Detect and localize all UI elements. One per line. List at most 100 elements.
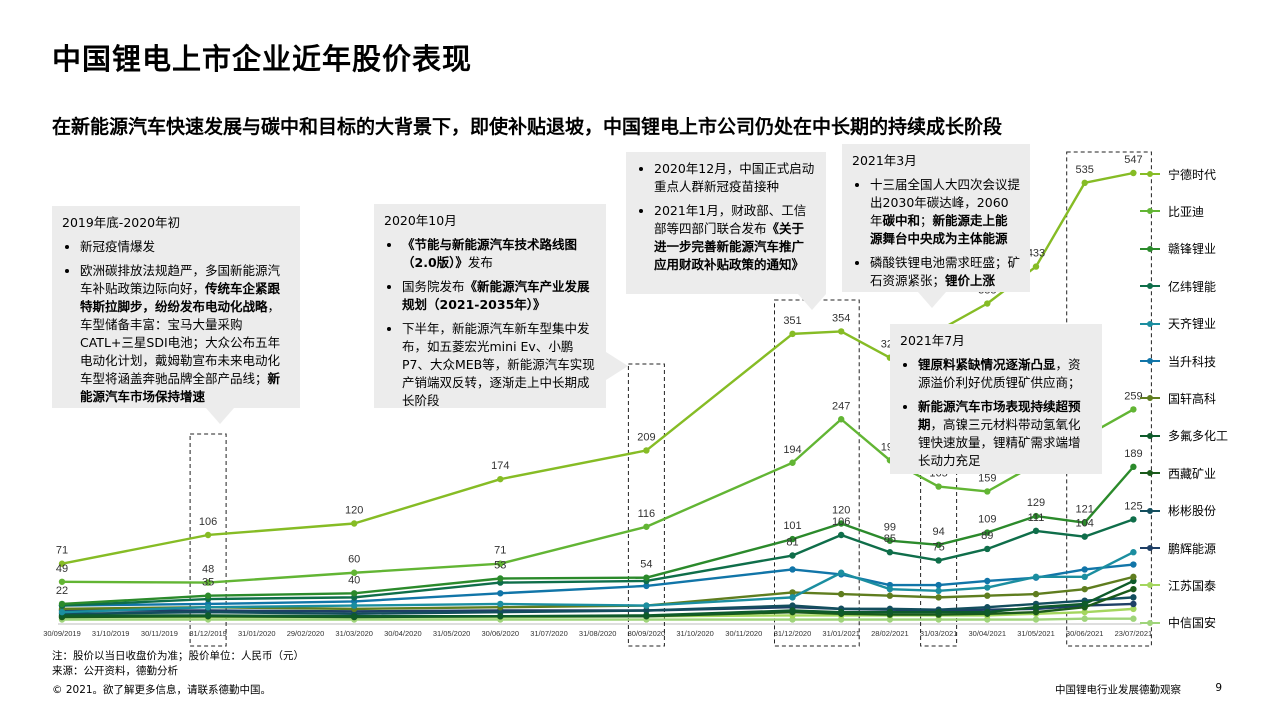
data-point (497, 475, 504, 483)
callout-bullet: 磷酸铁锂电池需求旺盛；矿石资源紧张；锂价上涨 (870, 254, 1020, 290)
data-point (643, 607, 650, 614)
callout-bullet: 2021年1月，财政部、工信部等四部门联合发布《关于进一步完善新能源汽车推广应用… (654, 202, 816, 274)
callout-pointer (918, 292, 946, 308)
data-point (1130, 549, 1137, 556)
legend-swatch (1140, 358, 1160, 364)
data-point (1130, 406, 1137, 413)
data-label: 535 (1076, 164, 1094, 176)
data-label: 125 (1124, 500, 1142, 512)
callout-box: 2020年10月《节能与新能源汽车技术路线图（2.0版）》发布国务院发布《新能源… (374, 204, 628, 408)
x-tick-label: 29/02/2020 (287, 629, 325, 638)
data-point (351, 569, 358, 576)
legend-label: 宁德时代 (1168, 167, 1217, 182)
data-point (789, 602, 796, 609)
legend-item: 彬彬股份 (1140, 503, 1216, 519)
highlight-box (627, 363, 665, 647)
data-point (1130, 605, 1137, 613)
data-label: 35 (202, 577, 214, 589)
data-label: 109 (978, 514, 996, 526)
data-point (935, 483, 942, 490)
data-label: 94 (932, 526, 944, 538)
data-point (838, 328, 845, 335)
data-label: 40 (348, 574, 360, 586)
legend-label: 鹏辉能源 (1168, 541, 1217, 556)
data-label: 75 (932, 541, 944, 553)
legend-label: 彬彬股份 (1168, 504, 1217, 519)
data-label: 71 (494, 545, 506, 557)
data-label: 433 (1027, 248, 1045, 260)
data-point (789, 459, 796, 466)
data-point (204, 612, 212, 619)
data-point (1032, 590, 1040, 598)
data-label: 259 (1124, 390, 1142, 402)
data-point (984, 604, 991, 611)
data-point (789, 607, 796, 614)
data-point (984, 608, 991, 616)
callout-text: 新能源走上能源舞台中央成为主体能源 (870, 213, 1008, 246)
callout-bullet: 2020年12月，中国正式启动重点人群新冠疫苗接种 (654, 160, 816, 196)
data-point (886, 585, 894, 593)
data-point (838, 416, 845, 423)
data-point (838, 608, 845, 616)
callout-text: 2020年12月，中国正式启动重点人群新冠疫苗接种 (654, 161, 815, 194)
data-label: 104 (1076, 518, 1094, 530)
legend-item: 西藏矿业 (1140, 465, 1216, 481)
callout-text: ； (920, 213, 933, 228)
data-label: 53 (494, 559, 506, 571)
legend-item: 亿纬锂能 (1140, 278, 1216, 294)
callout-pointer (606, 352, 628, 380)
legend-item: 比亚迪 (1140, 203, 1204, 219)
data-label: 106 (199, 516, 217, 528)
data-point (1130, 573, 1137, 581)
legend-swatch (1140, 470, 1160, 477)
data-point (643, 602, 650, 609)
callout-box: 2021年3月十三届全国人大四次会议提出2030年碳达峰，2060年碳中和；新能… (842, 144, 1030, 308)
x-tick-label: 31/03/2021 (920, 629, 958, 638)
callout-text: ，车型储备丰富：宝马大量采购CATL+三星SDI电池；大众公布五年电动化计划，戴… (80, 299, 281, 386)
legend-item: 江苏国泰 (1140, 577, 1216, 593)
data-point (643, 523, 650, 530)
callout-box: 2021年7月锂原料紧缺情况逐渐凸显，资源溢价利好优质锂矿供应商； 新能源汽车市场… (890, 324, 1102, 474)
data-point (497, 600, 504, 608)
callout-text: ，高镍三元材料带动氢氧化锂快速放量，锂精矿需求端增长动力充足 (918, 417, 1081, 468)
legend-item: 宁德时代 (1140, 166, 1216, 182)
data-label: 174 (491, 460, 509, 472)
callout-bullet: 新能源汽车市场表现持续超预期，高镍三元材料带动氢氧化锂快速放量，锂精矿需求端增长… (918, 398, 1092, 470)
callout-text: 新能源汽车市场保持增速 (80, 371, 281, 404)
legend-item: 中信国安 (1140, 615, 1216, 631)
legend-label: 比亚迪 (1168, 204, 1205, 219)
data-point (1130, 516, 1137, 523)
callout-text: 欧洲碳排放法规趋严，多国新能源汽车补贴政策边际向好， (80, 263, 281, 296)
callout-text: 磷酸铁锂电池需求旺盛；矿石资源紧张； (870, 255, 1021, 288)
legend-swatch (1140, 432, 1160, 439)
legend-item: 赣锋锂业 (1140, 241, 1216, 257)
data-label: 85 (884, 533, 896, 545)
data-label: 354 (832, 312, 850, 324)
series-line-亿纬锂能 (61, 518, 1134, 607)
data-point (1032, 263, 1040, 270)
data-point (886, 549, 894, 556)
data-point (789, 330, 796, 338)
callout-text: 传统车企紧跟特斯拉脚步，纷纷发布电动化战略 (80, 281, 281, 314)
data-label: 22 (56, 585, 68, 597)
data-point (1032, 608, 1040, 616)
x-tick-label: 31/01/2020 (238, 629, 276, 638)
data-point (984, 592, 991, 599)
x-tick-label: 31/01/2021 (822, 629, 860, 638)
legend-label: 当升科技 (1168, 354, 1217, 369)
legend-item: 当升科技 (1140, 353, 1216, 369)
data-point (1130, 585, 1137, 593)
x-tick-label: 31/10/2019 (92, 629, 130, 638)
data-point (643, 574, 650, 581)
data-point (1130, 615, 1137, 622)
data-point (838, 569, 845, 576)
legend-swatch (1140, 545, 1160, 551)
footnote-note: 注：股价以当日收盘价为准；股价单位：人民币（元） (52, 650, 304, 662)
data-point (204, 579, 212, 586)
callout-text: 锂价上涨 (945, 273, 996, 288)
footnote-copyright: © 2021。欲了解更多信息，请联系德勤中国。 (52, 684, 272, 696)
legend-swatch (1140, 395, 1160, 402)
series-line-中信国安 (62, 617, 1134, 621)
data-point (935, 541, 942, 549)
callout-heading: 2020年10月 (384, 213, 457, 228)
